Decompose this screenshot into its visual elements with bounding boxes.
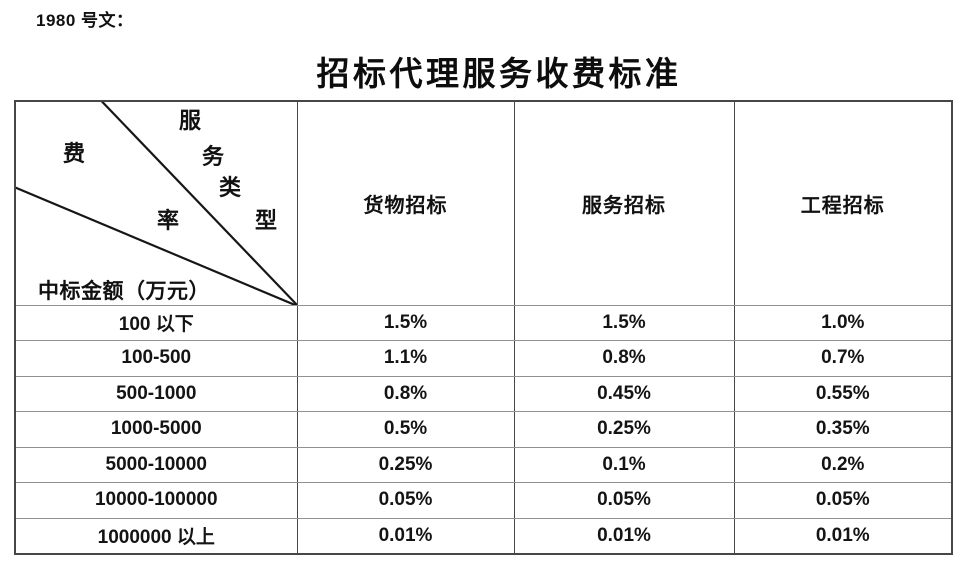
row-label-cell: 100-500: [14, 340, 298, 377]
table-row: 1000000 以上 0.01% 0.01% 0.01%: [14, 517, 953, 554]
fee-value-cell: 1.5%: [513, 304, 735, 341]
row-label-cell: 100 以下: [14, 304, 298, 341]
table-row: 500-1000 0.8% 0.45% 0.55%: [14, 375, 953, 412]
column-header-goods: 货物招标: [296, 100, 515, 306]
row-label-cell: 5000-10000: [14, 446, 298, 483]
diagonal-line-upper: [100, 102, 296, 304]
fee-value-cell: 0.25%: [296, 446, 515, 483]
fee-value-cell: 0.1%: [513, 446, 735, 483]
service-type-char: 类: [219, 175, 242, 200]
row-label-cell: 10000-100000: [14, 482, 298, 519]
diagonal-line-lower: [16, 186, 296, 304]
fee-value-cell: 1.0%: [733, 304, 953, 341]
fee-value-cell: 0.8%: [513, 340, 735, 377]
fee-value-cell: 0.35%: [733, 411, 953, 448]
table-row: 5000-10000 0.25% 0.1% 0.2%: [14, 446, 953, 483]
doc-number-label: 1980 号文：: [36, 11, 134, 30]
fee-standard-table: 服 费 务 类 率 型 中标金额（万元） 货物招标 服务招标 工程招标 100 …: [14, 100, 953, 555]
fee-value-cell: 0.01%: [733, 517, 953, 554]
fee-rate-char: 费: [63, 141, 86, 166]
corner-cell: 服 费 务 类 率 型 中标金额（万元）: [14, 100, 298, 306]
page-title: 招标代理服务收费标准: [316, 57, 682, 93]
fee-value-cell: 1.5%: [296, 304, 515, 341]
fee-value-cell: 0.8%: [296, 375, 515, 412]
fee-value-cell: 0.5%: [296, 411, 515, 448]
fee-rate-char: 率: [157, 208, 180, 233]
table-row: 1000-5000 0.5% 0.25% 0.35%: [14, 411, 953, 448]
service-type-char: 务: [202, 144, 225, 169]
fee-value-cell: 0.01%: [296, 517, 515, 554]
fee-value-cell: 0.25%: [513, 411, 735, 448]
service-type-char: 服: [179, 108, 202, 133]
fee-value-cell: 0.05%: [513, 482, 735, 519]
service-type-char: 型: [255, 208, 278, 233]
amount-label: 中标金额（万元）: [38, 279, 210, 303]
row-label-cell: 1000000 以上: [14, 517, 298, 554]
diagonal-lines: [16, 102, 296, 304]
fee-value-cell: 1.1%: [296, 340, 515, 377]
table-row: 10000-100000 0.05% 0.05% 0.05%: [14, 482, 953, 519]
row-label-cell: 500-1000: [14, 375, 298, 412]
fee-value-cell: 0.45%: [513, 375, 735, 412]
column-header-services: 服务招标: [513, 100, 735, 306]
column-header-works: 工程招标: [733, 100, 953, 306]
table-header-row: 服 费 务 类 率 型 中标金额（万元） 货物招标 服务招标 工程招标: [14, 100, 953, 306]
row-label-cell: 1000-5000: [14, 411, 298, 448]
table-row: 100-500 1.1% 0.8% 0.7%: [14, 340, 953, 377]
fee-value-cell: 0.05%: [296, 482, 515, 519]
fee-value-cell: 0.05%: [733, 482, 953, 519]
fee-value-cell: 0.55%: [733, 375, 953, 412]
table-row: 100 以下 1.5% 1.5% 1.0%: [14, 304, 953, 341]
fee-value-cell: 0.01%: [513, 517, 735, 554]
fee-value-cell: 0.2%: [733, 446, 953, 483]
fee-value-cell: 0.7%: [733, 340, 953, 377]
